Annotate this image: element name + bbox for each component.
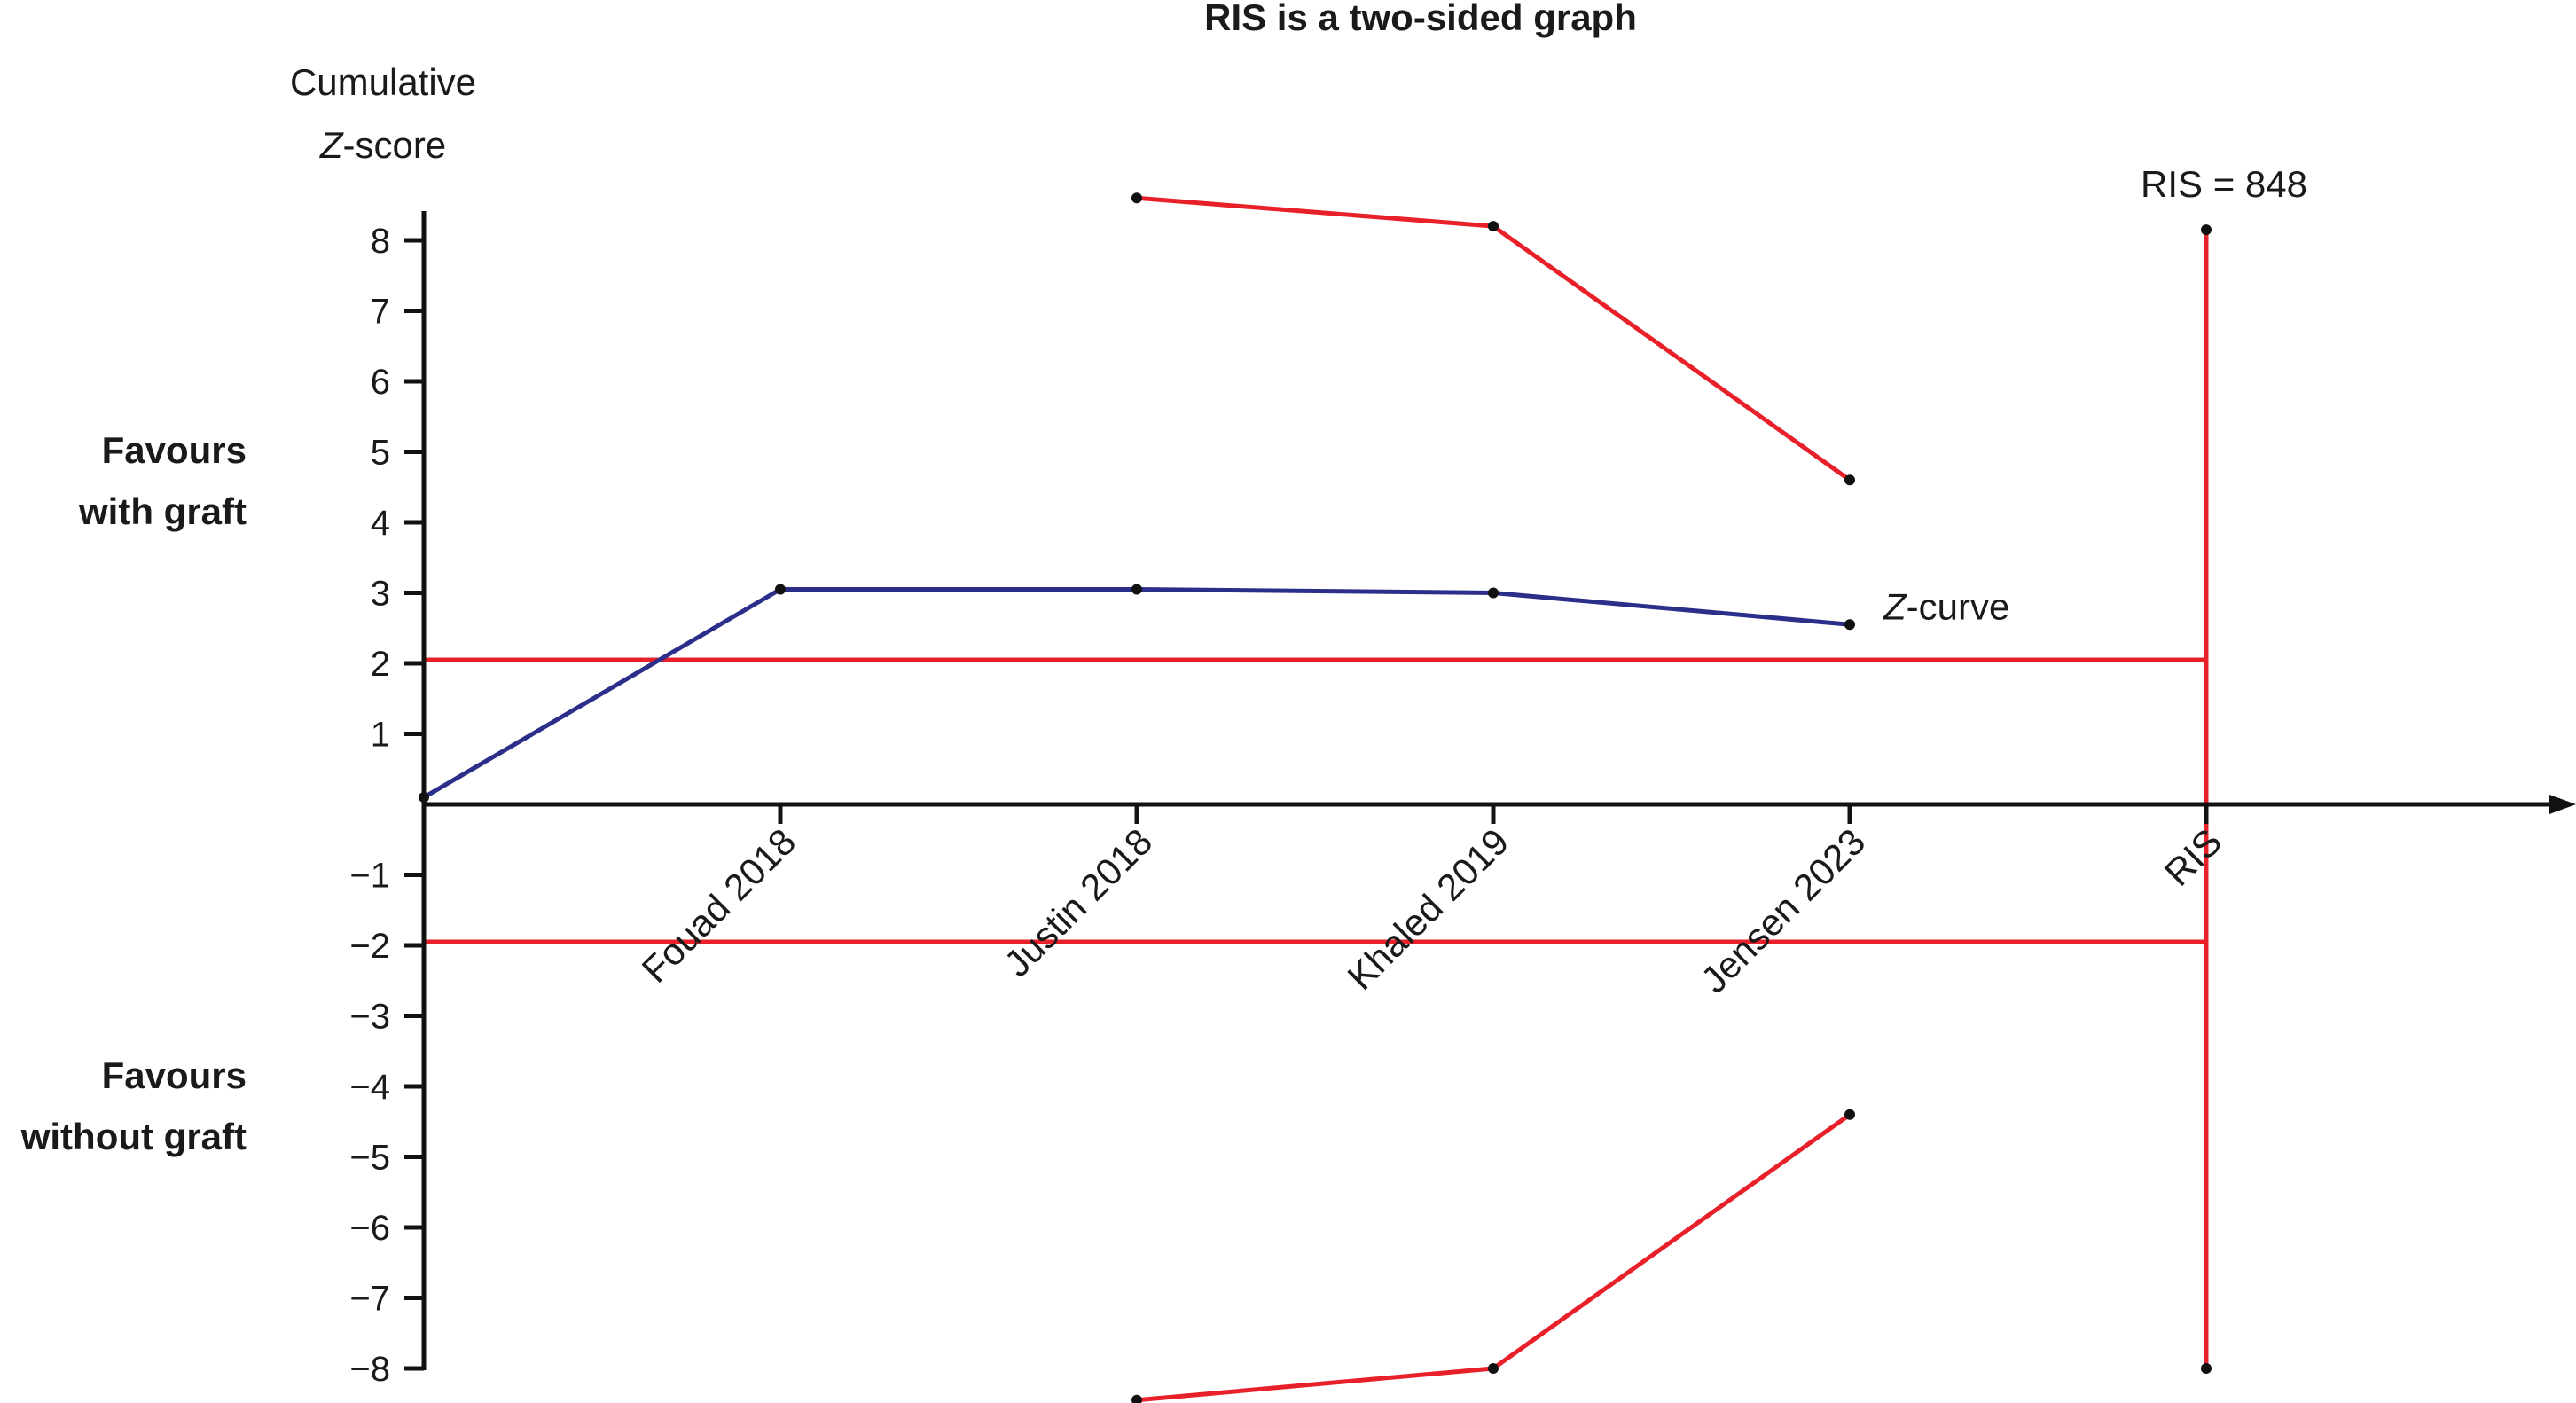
y-tick-label: 1 xyxy=(371,716,390,755)
y-tick-label: −6 xyxy=(349,1209,390,1248)
y-tick-label: −3 xyxy=(349,998,390,1037)
y-tick-label: −1 xyxy=(349,857,390,896)
data-point xyxy=(1131,584,1142,595)
y-tick-label: 6 xyxy=(371,363,390,402)
y-tick-label: 7 xyxy=(371,293,390,332)
data-point xyxy=(1488,1363,1499,1374)
data-point xyxy=(1844,619,1855,631)
chart-title: RIS is a two-sided graph xyxy=(1204,0,1637,38)
x-tick-label: Fouad 2018 xyxy=(634,820,804,991)
favours-with-graft-line-1: Favours xyxy=(102,429,247,471)
y-ticks: 8 7 6 5 4 3 2 1 −1 −2 −3 −4 −5 −6 −7 −8 xyxy=(349,222,424,1389)
x-tick-label: Khaled 2019 xyxy=(1339,820,1516,998)
y-tick-label: 3 xyxy=(371,575,390,614)
lower-boundary-line xyxy=(1136,1112,1852,1403)
ris-value-label: RIS = 848 xyxy=(2141,163,2307,205)
y-tick-label: −5 xyxy=(349,1139,390,1178)
favours-without-graft-line-2: without graft xyxy=(20,1116,247,1157)
significance-boundaries xyxy=(424,230,2209,1368)
y-axis-label-line-1: Cumulative xyxy=(290,61,476,103)
y-tick-label: 4 xyxy=(371,504,390,543)
data-point xyxy=(1844,1109,1855,1120)
ris-endpoint xyxy=(2201,1363,2212,1374)
data-series xyxy=(422,195,1852,1403)
data-point xyxy=(1844,474,1855,486)
x-axis-arrowhead xyxy=(2549,795,2576,814)
ris-endpoint xyxy=(2201,224,2212,236)
x-ticks: Fouad 2018 Justin 2018 Khaled 2019 Jensen 2… xyxy=(634,804,2230,1000)
z-curve-label: Z-curve xyxy=(1883,585,2009,627)
x-tick-label: Jensen 2023 xyxy=(1693,820,1873,1000)
upper-boundary-line xyxy=(1136,195,1852,482)
y-tick-label: −4 xyxy=(349,1068,390,1107)
data-point xyxy=(1131,192,1142,204)
y-axis-label-line-2: Z-score xyxy=(319,124,446,166)
data-points xyxy=(419,192,2212,1403)
data-point xyxy=(1131,1394,1142,1403)
y-tick-label: −8 xyxy=(349,1350,390,1389)
y-tick-label: 5 xyxy=(371,434,390,473)
z-curve-line xyxy=(422,587,1851,800)
y-tick-label: 2 xyxy=(371,645,390,684)
annotations: Z-curve RIS = 848 xyxy=(1883,163,2307,627)
favours-with-graft-line-2: with graft xyxy=(78,490,247,532)
data-point xyxy=(775,584,786,595)
y-tick-label: −2 xyxy=(349,927,390,966)
favours-without-graft-line-1: Favours xyxy=(102,1054,247,1096)
data-point xyxy=(1488,221,1499,232)
x-axis xyxy=(424,795,2576,814)
y-tick-label: 8 xyxy=(371,222,390,261)
x-tick-label: Justin 2018 xyxy=(996,820,1160,984)
data-point xyxy=(419,792,429,803)
y-tick-label: −7 xyxy=(349,1280,390,1319)
data-point xyxy=(1488,587,1499,599)
x-tick-label: RIS xyxy=(2157,820,2230,894)
